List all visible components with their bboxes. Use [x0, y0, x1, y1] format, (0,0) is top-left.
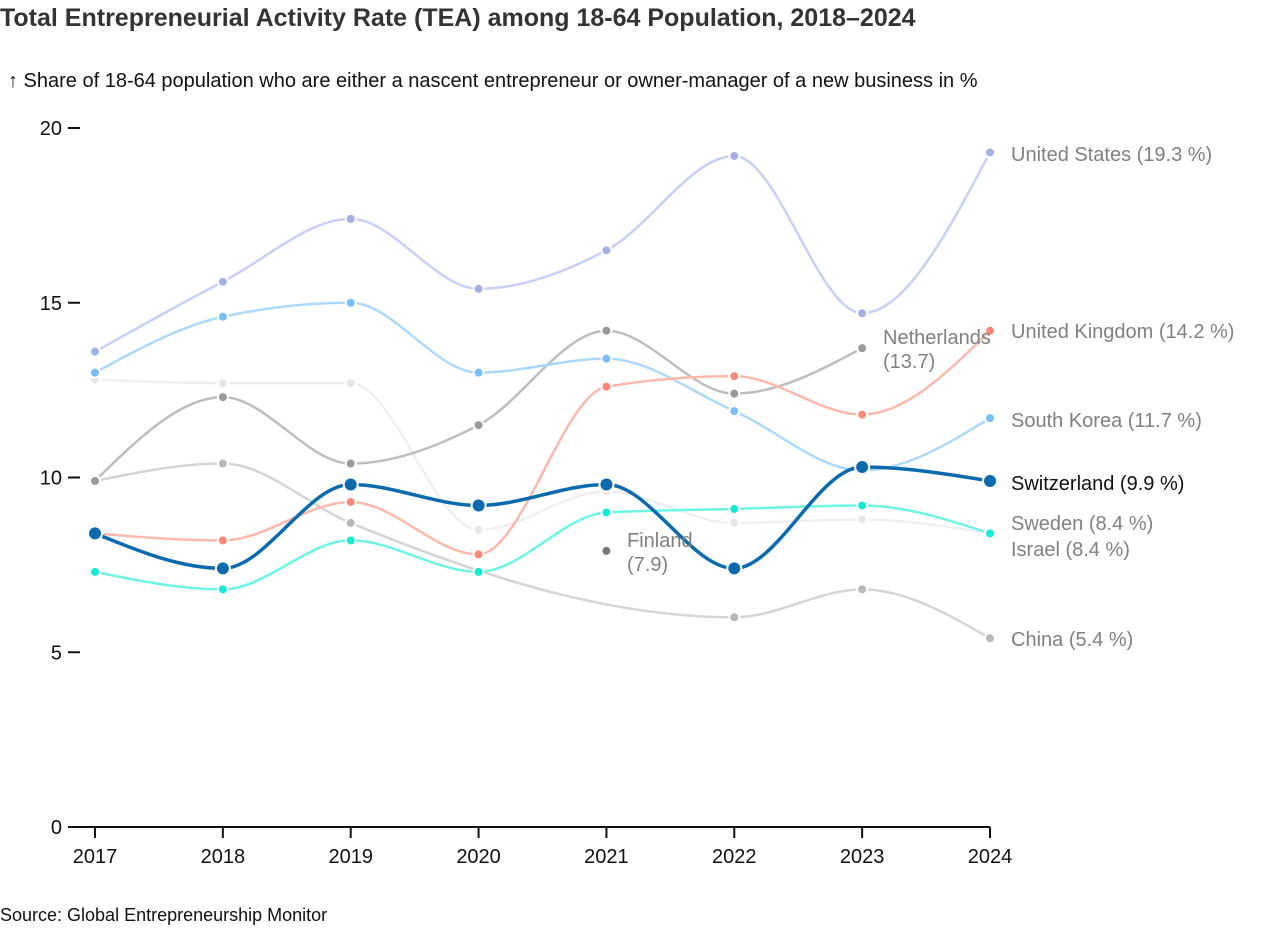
y-tick-label: 15 [40, 293, 62, 315]
y-axis-subtitle: ↑ Share of 18-64 population who are eith… [8, 70, 978, 92]
data-point-south-korea[interactable] [984, 412, 996, 425]
series-line-united-states [93, 151, 992, 353]
series-label-south-korea: South Korea (11.7 %) [1011, 410, 1202, 432]
data-point-netherlands[interactable] [728, 387, 741, 400]
data-point-switzerland[interactable] [726, 560, 743, 577]
data-point-united-states[interactable] [344, 212, 357, 225]
data-point-china[interactable] [728, 611, 741, 624]
data-point-united-states[interactable] [600, 244, 613, 257]
x-tick-label: 2023 [840, 846, 885, 868]
data-point-netherlands[interactable] [89, 474, 101, 487]
data-point-united-states[interactable] [728, 149, 741, 162]
data-point-netherlands[interactable] [216, 391, 229, 404]
series-line-sweden [93, 504, 992, 591]
data-point-sweden[interactable] [89, 565, 101, 578]
y-axis: 0 5 10 15 20 [40, 118, 80, 839]
data-point-netherlands[interactable] [472, 419, 485, 432]
y-tick-label: 10 [40, 468, 62, 490]
series-line-switzerland [93, 465, 992, 571]
data-point-china[interactable] [856, 583, 869, 596]
data-point-united-states[interactable] [472, 282, 485, 295]
series-dots [87, 146, 998, 645]
series-label-sweden: Sweden (8.4 %) [1011, 513, 1153, 535]
data-point-united-kingdom[interactable] [984, 324, 996, 337]
data-point-united-kingdom[interactable] [600, 380, 613, 393]
data-point-china[interactable] [216, 457, 229, 470]
x-tick-label: 2022 [712, 846, 757, 868]
data-point-sweden[interactable] [856, 499, 869, 512]
data-point-sweden[interactable] [600, 506, 613, 519]
y-tick-label: 20 [40, 118, 62, 140]
data-point-south-korea[interactable] [89, 366, 101, 379]
series-line-south-korea [93, 301, 992, 472]
data-point-switzerland[interactable] [87, 525, 103, 542]
data-point-switzerland[interactable] [598, 476, 615, 493]
data-point-sweden[interactable] [728, 502, 741, 515]
data-point-sweden[interactable] [344, 534, 357, 547]
data-point-switzerland[interactable] [470, 497, 487, 514]
data-point-china[interactable] [344, 516, 357, 529]
series-label-switzerland: Switzerland (9.9 %) [1011, 473, 1184, 495]
y-tick-label: 5 [51, 642, 62, 664]
series-line-china [93, 462, 992, 640]
data-point-netherlands[interactable] [600, 324, 613, 337]
series-label-china: China (5.4 %) [1011, 629, 1133, 651]
series-label-israel: Israel (8.4 %) [1011, 539, 1130, 561]
data-point-united-kingdom[interactable] [344, 495, 357, 508]
chart-title: Total Entrepreneurial Activity Rate (TEA… [0, 4, 916, 32]
data-point-south-korea[interactable] [728, 405, 741, 418]
data-point-israel[interactable] [472, 523, 485, 536]
data-point-south-korea[interactable] [344, 296, 357, 309]
x-tick-label: 2024 [968, 846, 1013, 868]
data-point-netherlands[interactable] [856, 342, 869, 355]
x-tick-label: 2018 [201, 846, 246, 868]
data-point-switzerland[interactable] [342, 476, 359, 493]
data-point-united-kingdom[interactable] [728, 370, 741, 383]
data-point-united-states[interactable] [984, 146, 996, 159]
y-tick-label: 0 [51, 817, 62, 839]
data-point-sweden[interactable] [216, 583, 229, 596]
data-point-united-kingdom[interactable] [472, 548, 485, 561]
data-point-switzerland[interactable] [982, 472, 998, 489]
data-point-netherlands[interactable] [344, 457, 357, 470]
series-line-israel [93, 378, 992, 535]
series-line-netherlands [93, 329, 864, 483]
data-point-israel[interactable] [344, 377, 357, 390]
data-point-sweden[interactable] [984, 527, 996, 540]
data-point-united-kingdom[interactable] [216, 534, 229, 547]
series-label-united-kingdom: United Kingdom (14.2 %) [1011, 321, 1234, 343]
data-point-finland[interactable] [600, 544, 613, 557]
series-value-netherlands: (13.7) [883, 351, 935, 373]
data-point-israel[interactable] [216, 377, 229, 390]
data-point-sweden[interactable] [472, 565, 485, 578]
data-point-south-korea[interactable] [216, 310, 229, 323]
data-point-switzerland[interactable] [854, 459, 871, 476]
series-line-united-kingdom [93, 329, 992, 556]
series-label-netherlands: Netherlands [883, 327, 991, 349]
x-tick-label: 2019 [328, 846, 373, 868]
data-point-united-states[interactable] [856, 307, 869, 320]
x-tick-label: 2017 [73, 846, 118, 868]
data-point-united-states[interactable] [89, 345, 101, 358]
x-axis: 2017 2018 2019 2020 2021 2022 2023 2024 [68, 826, 1013, 868]
x-tick-label: 2020 [456, 846, 501, 868]
data-point-israel[interactable] [856, 513, 869, 526]
source-note: Source: Global Entrepreneurship Monitor [0, 905, 328, 925]
data-point-united-states[interactable] [216, 275, 229, 288]
data-point-switzerland[interactable] [214, 560, 231, 577]
data-point-united-kingdom[interactable] [856, 408, 869, 421]
data-point-china[interactable] [984, 632, 996, 645]
series-label-finland: Finland [627, 530, 693, 552]
x-tick-label: 2021 [584, 846, 629, 868]
data-point-israel[interactable] [728, 516, 741, 529]
data-point-south-korea[interactable] [472, 366, 485, 379]
series-value-finland: (7.9) [627, 554, 668, 576]
series-label-united-states: United States (19.3 %) [1011, 144, 1212, 166]
series-labels: United States (19.3 %) United Kingdom (14… [627, 144, 1234, 651]
data-point-south-korea[interactable] [600, 352, 613, 365]
